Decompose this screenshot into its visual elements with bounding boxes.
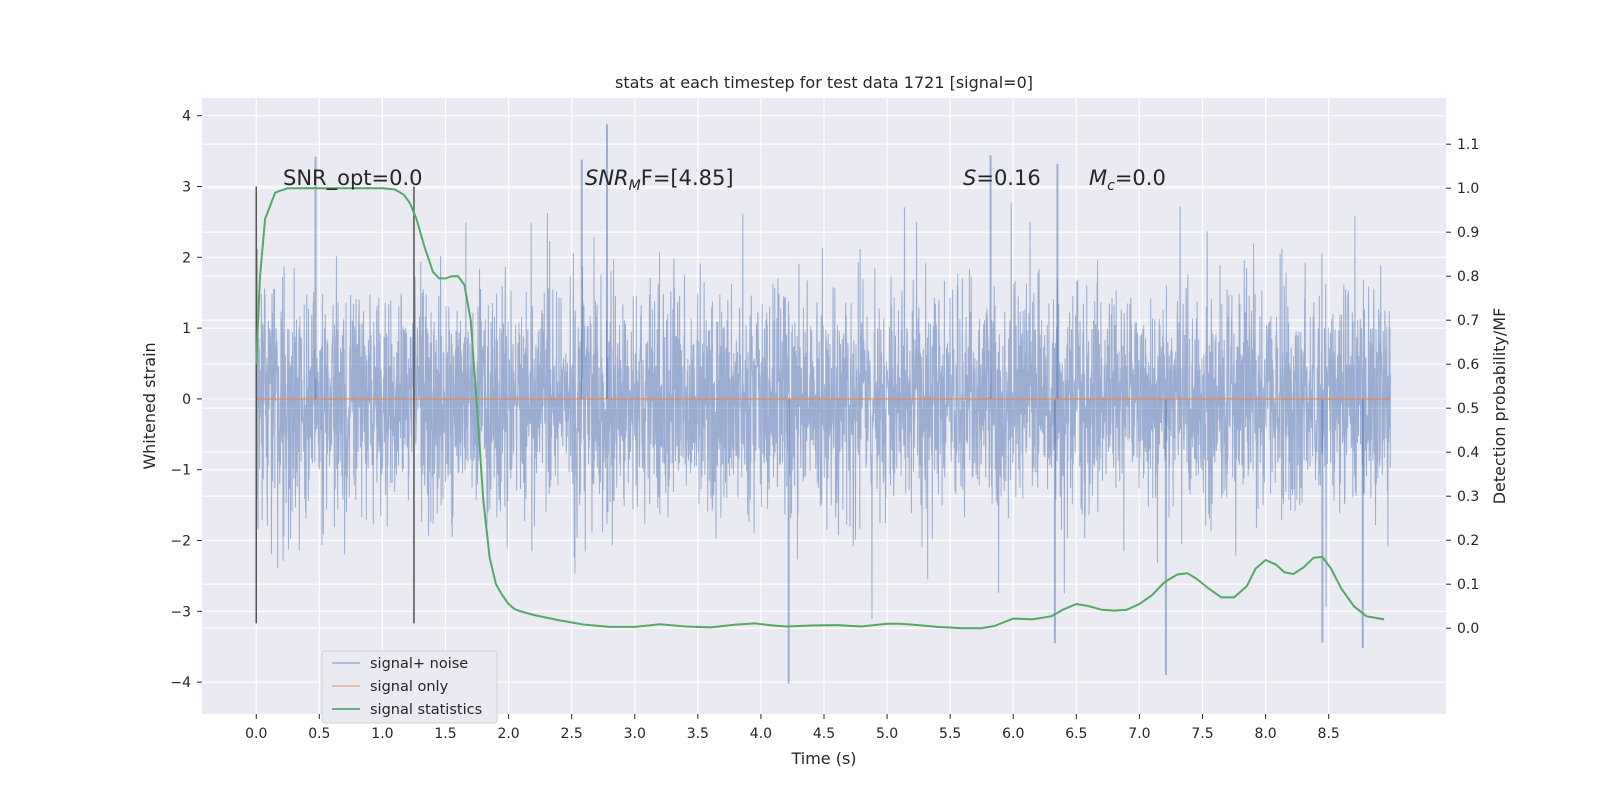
y-tick-label: −2 xyxy=(170,534,191,550)
y-tick-label: 1 xyxy=(182,321,191,337)
x-tick-label: 8.5 xyxy=(1318,726,1340,742)
y-right-tick-label: 0.0 xyxy=(1457,621,1479,637)
s-annotation: S=0.16 xyxy=(963,166,1041,190)
chart-title: stats at each timestep for test data 172… xyxy=(615,73,1033,92)
y-tick-label: −4 xyxy=(170,675,191,691)
x-tick-label: 0.0 xyxy=(245,726,267,742)
x-tick-label: 5.5 xyxy=(939,726,961,742)
mc-symbol: M xyxy=(1089,166,1107,190)
x-tick-label: 6.0 xyxy=(1002,726,1024,742)
tick-labels: 0.0 0.5 1.0 1.5 2.0 2.5 3.0 3.5 4.0 4.5 5.0 5.5 6.0 6… xyxy=(170,109,1479,742)
x-tick-label: 1.5 xyxy=(434,726,456,742)
y-axis-label: Whitened strain xyxy=(140,342,159,469)
y-right-tick-label: 0.6 xyxy=(1457,357,1479,373)
x-tick-label: 3.0 xyxy=(624,726,646,742)
x-tick-label: 5.0 xyxy=(876,726,898,742)
mc-subscript: c xyxy=(1107,178,1115,194)
y-tick-label: 4 xyxy=(182,109,191,125)
signal-noise-line xyxy=(255,203,1391,619)
x-tick-label: 2.0 xyxy=(497,726,519,742)
y-tick-label: −1 xyxy=(170,463,191,479)
legend-label-noise: signal+ noise xyxy=(370,656,468,672)
x-tick-label: 4.5 xyxy=(813,726,835,742)
s-symbol: S xyxy=(963,166,976,190)
y-right-tick-label: 0.8 xyxy=(1457,269,1479,285)
x-tick-label: 3.5 xyxy=(687,726,709,742)
y-right-tick-label: 1.1 xyxy=(1457,137,1479,153)
signal-statistics-line xyxy=(255,187,1385,630)
legend-label-signal: signal only xyxy=(370,679,449,695)
y-right-tick-label: 0.9 xyxy=(1457,225,1479,241)
snr-mf-suffix: F=[4.85] xyxy=(641,166,734,190)
y-right-tick-label: 0.7 xyxy=(1457,313,1479,329)
mc-annotation: Mc=0.0 xyxy=(1089,166,1166,194)
snr-opt-annotation: SNR_opt=0.0 xyxy=(283,166,423,191)
x-tick-label: 1.0 xyxy=(371,726,393,742)
s-value: =0.16 xyxy=(976,166,1040,190)
series-lines xyxy=(255,186,1391,630)
x-tick-label: 8.0 xyxy=(1254,726,1276,742)
x-tick-label: 6.5 xyxy=(1065,726,1087,742)
y-right-tick-label: 1.0 xyxy=(1457,181,1479,197)
y-right-tick-label: 0.4 xyxy=(1457,445,1479,461)
y-tick-label: −3 xyxy=(170,604,191,620)
legend-label-statistics: signal statistics xyxy=(370,702,482,718)
x-tick-label: 4.0 xyxy=(750,726,772,742)
snr-mf-prefix: SNR xyxy=(585,166,629,190)
x-axis-label: Time (s) xyxy=(790,749,856,768)
snr-mf-subscript: M xyxy=(629,178,641,194)
legend-box xyxy=(321,650,498,724)
y-tick-label: 3 xyxy=(182,180,191,196)
y-tick-label: 2 xyxy=(182,250,191,266)
y-right-tick-label: 0.2 xyxy=(1457,533,1479,549)
x-tick-label: 7.0 xyxy=(1128,726,1150,742)
y-right-tick-label: 0.1 xyxy=(1457,577,1479,593)
legend: signal+ noise signal only signal statist… xyxy=(321,650,498,724)
snr-mf-annotation: SNRMF=[4.85] xyxy=(585,166,734,194)
x-tick-label: 7.5 xyxy=(1191,726,1213,742)
y-axis-right-label: Detection probability/MF xyxy=(1490,308,1509,505)
x-tick-label: 2.5 xyxy=(561,726,583,742)
signal-noise-series xyxy=(255,124,1391,684)
y-right-tick-label: 0.5 xyxy=(1457,401,1479,417)
y-right-tick-label: 0.3 xyxy=(1457,489,1479,505)
x-tick-label: 0.5 xyxy=(308,726,330,742)
y-tick-label: 0 xyxy=(182,392,191,408)
mc-value: =0.0 xyxy=(1115,166,1166,190)
